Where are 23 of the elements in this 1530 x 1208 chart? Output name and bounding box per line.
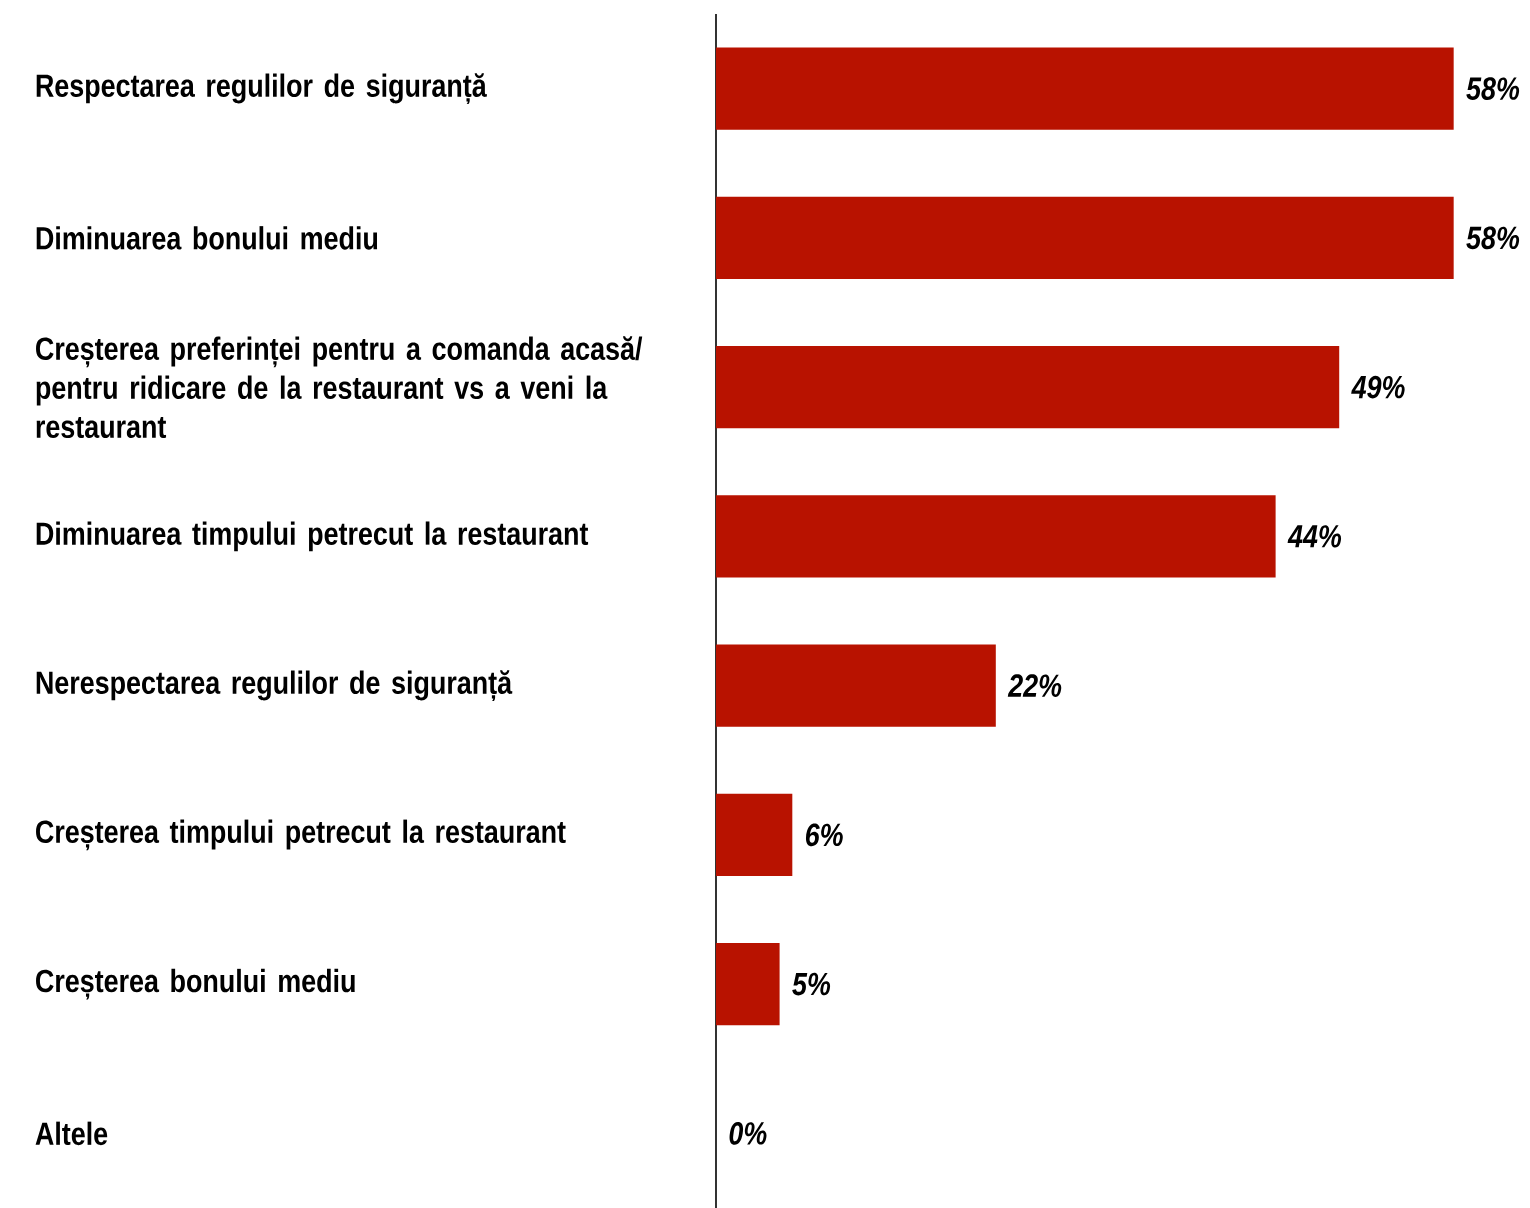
- data-label: 49%: [1351, 375, 1405, 399]
- data-label: 44%: [1287, 525, 1342, 548]
- bar: [716, 943, 780, 1026]
- bar: [716, 793, 793, 876]
- bar: [716, 495, 1276, 578]
- bar: [716, 346, 1340, 429]
- y-tick-label: Diminuarea timpului petrecut la restaurant: [36, 521, 589, 552]
- data-label: 58%: [1466, 226, 1520, 250]
- bar: [716, 196, 1454, 279]
- bar: [716, 644, 996, 727]
- y-tick-label: Creșterea preferinței pentru a comanda acasă/ pentru ridicare de la restaurant vs a veni la restaurant: [36, 336, 643, 439]
- y-tick-label: Creșterea bonului mediu: [36, 968, 355, 1000]
- data-label: 22%: [1007, 674, 1062, 697]
- y-tick-label: Nerespectarea regulilor de siguranță: [36, 670, 513, 702]
- y-tick-label: Altele: [35, 1121, 108, 1146]
- y-tick-label: Creșterea timpului petrecut la restaurant: [36, 819, 566, 851]
- data-label: 5%: [792, 972, 831, 996]
- data-label: 6%: [805, 823, 843, 847]
- data-label: 0%: [729, 1122, 767, 1145]
- data-label: 58%: [1466, 77, 1520, 100]
- bar: [716, 47, 1454, 130]
- y-tick-label: Respectarea regulilor de siguranță: [36, 73, 487, 105]
- y-tick-label: Diminuarea bonului mediu: [36, 226, 378, 250]
